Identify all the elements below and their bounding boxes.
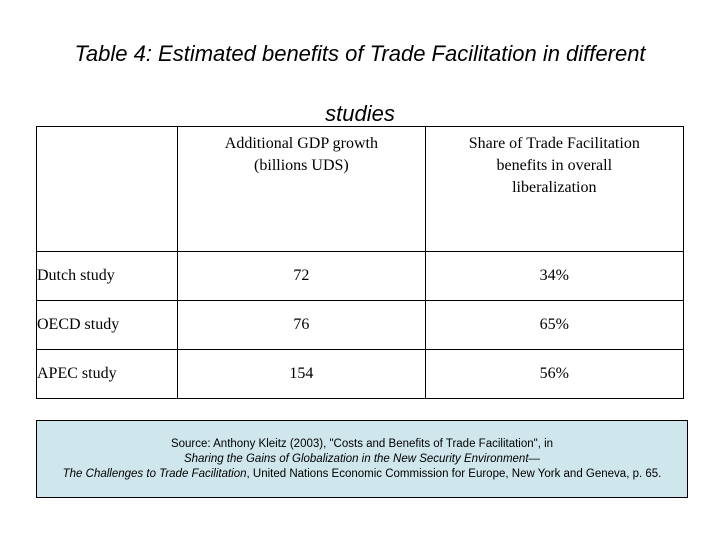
row-gdp-value: 72 xyxy=(177,251,426,301)
row-share-value: 34% xyxy=(424,251,685,301)
source-line-3-italic: The Challenges to Trade Facilitation xyxy=(62,468,247,480)
header-share: Share of Trade Facilitation benefits in … xyxy=(424,126,685,252)
table-header-row: Additional GDP growth (billions UDS) Sha… xyxy=(35,126,685,252)
row-gdp-value: 154 xyxy=(177,349,426,399)
source-note-box: Source: Anthony Kleitz (2003), "Costs an… xyxy=(36,420,688,498)
page-title: Table 4: Estimated benefits of Trade Fac… xyxy=(0,24,720,144)
header-empty-cell xyxy=(35,126,179,252)
source-line-3: The Challenges to Trade Facilitation, Un… xyxy=(37,467,687,482)
table-row: OECD study 76 65% xyxy=(35,300,685,350)
row-share-value: 56% xyxy=(424,349,685,399)
title-line-2: studies xyxy=(325,101,395,126)
row-study-label: APEC study xyxy=(35,349,179,399)
row-gdp-value: 76 xyxy=(177,300,426,350)
row-study-label: OECD study xyxy=(35,300,179,350)
source-line-1: Source: Anthony Kleitz (2003), "Costs an… xyxy=(170,438,554,450)
source-line-3-rest: , United Nations Economic Commission for… xyxy=(246,468,662,480)
benefits-table: Additional GDP growth (billions UDS) Sha… xyxy=(35,126,685,399)
table-row: APEC study 154 56% xyxy=(35,349,685,399)
header-share-text: Share of Trade Facilitation benefits in … xyxy=(468,135,640,196)
table-row: Dutch study 72 34% xyxy=(35,251,685,301)
source-line-2: Sharing the Gains of Globalization in th… xyxy=(183,453,541,465)
row-study-label: Dutch study xyxy=(35,251,179,301)
title-line-1: Table 4: Estimated benefits of Trade Fac… xyxy=(74,41,646,66)
header-gdp-growth: Additional GDP growth (billions UDS) xyxy=(177,126,426,252)
row-share-value: 65% xyxy=(424,300,685,350)
header-gdp-growth-text: Additional GDP growth (billions UDS) xyxy=(224,135,378,174)
